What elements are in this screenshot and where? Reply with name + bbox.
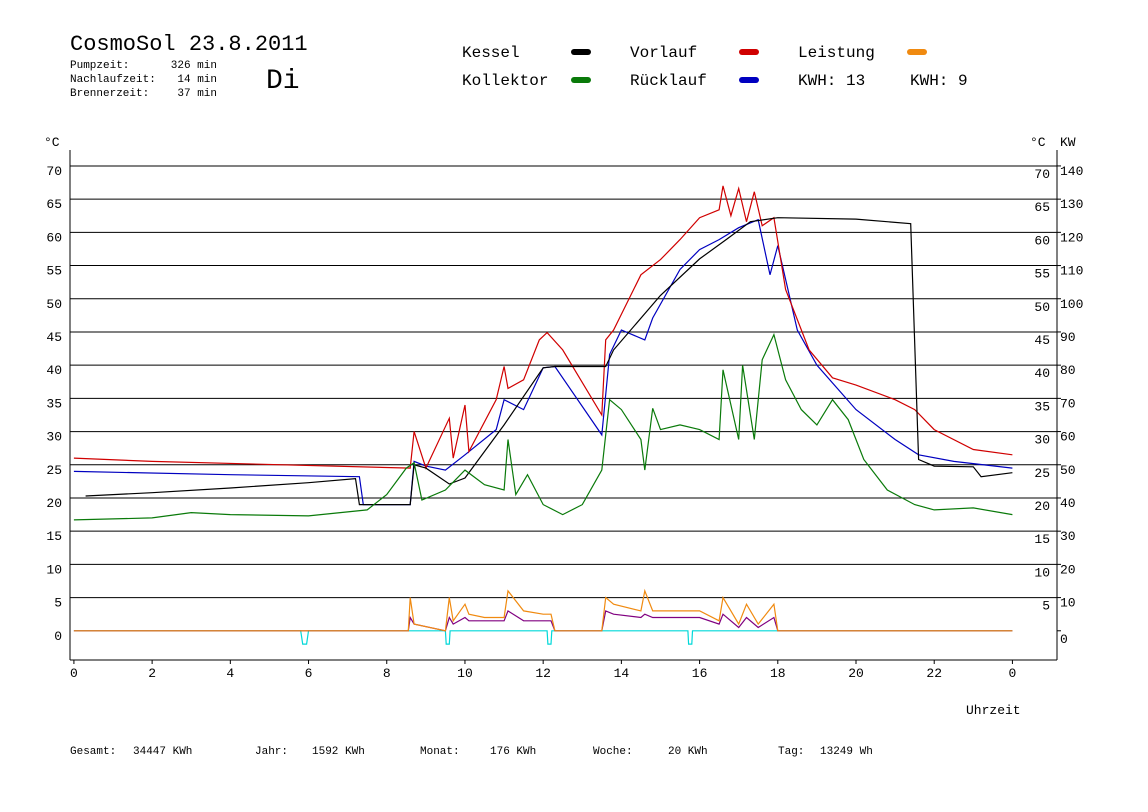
- stat-value: 13249 Wh: [820, 746, 873, 758]
- x-tick-label: 10: [457, 666, 473, 681]
- info-label: Brennerzeit:: [70, 88, 149, 100]
- y-tick-label-right: 70: [1034, 167, 1050, 182]
- y-tick-label: 60: [46, 230, 62, 245]
- y-tick-label-right: 45: [1034, 333, 1050, 348]
- annotation: KWH: 13: [798, 72, 865, 90]
- series-line: [73, 630, 1013, 645]
- y-tick-label-right: 15: [1034, 532, 1050, 547]
- stat-value: 176 KWh: [490, 746, 536, 758]
- y-tick-label: 45: [46, 330, 62, 345]
- stat-value: 34447 KWh: [133, 746, 192, 758]
- info-value: 326 min: [171, 60, 217, 72]
- y-tick-label-right: 40: [1034, 366, 1050, 381]
- y-tick-label: 5: [54, 596, 62, 611]
- y2-tick-label: 140: [1060, 164, 1083, 179]
- series-line: [73, 218, 1013, 506]
- y2-tick-label: 10: [1060, 596, 1076, 611]
- x-tick-label: 2: [148, 666, 156, 681]
- y2-tick-label: 40: [1060, 496, 1076, 511]
- y-tick-label: 25: [46, 463, 62, 478]
- weekday: Di: [266, 66, 300, 97]
- y2-tick-label: 50: [1060, 463, 1076, 478]
- y2-tick-label: 80: [1060, 363, 1076, 378]
- y2-tick-label: 70: [1060, 396, 1076, 411]
- y2-tick-label: 0: [1060, 632, 1068, 647]
- legend-label: Kollektor: [462, 72, 548, 90]
- series-line: [73, 185, 1013, 470]
- x-tick-label: 12: [535, 666, 551, 681]
- x-tick-label: 6: [305, 666, 313, 681]
- annotation: KWH: 9: [910, 72, 968, 90]
- x-tick-label: 14: [614, 666, 630, 681]
- info-value: 14 min: [177, 74, 217, 86]
- chart-title: CosmoSol 23.8.2011: [70, 32, 308, 57]
- y-tick-label-right: 35: [1034, 399, 1050, 414]
- x-tick-label: 4: [226, 666, 234, 681]
- y2-tick-label: 110: [1060, 264, 1083, 279]
- x-axis-label: Uhrzeit: [966, 703, 1021, 718]
- y-tick-label-right: 50: [1034, 300, 1050, 315]
- y-tick-label: 70: [46, 164, 62, 179]
- y2-tick-label: 90: [1060, 330, 1076, 345]
- y-axis-label-right: °C: [1030, 135, 1046, 150]
- y-tick-label-right: 5: [1042, 599, 1050, 614]
- y-tick-label: 35: [46, 396, 62, 411]
- y-tick-label-right: 30: [1034, 433, 1050, 448]
- y-tick-label: 10: [46, 562, 62, 577]
- y-tick-label: 55: [46, 264, 62, 279]
- y2-tick-label: 120: [1060, 230, 1083, 245]
- info-value: 37 min: [177, 88, 217, 100]
- y2-tick-label: 30: [1060, 529, 1076, 544]
- info-label: Nachlaufzeit:: [70, 74, 156, 86]
- y-tick-label: 40: [46, 363, 62, 378]
- y-tick-label: 50: [46, 297, 62, 312]
- x-tick-label: 22: [926, 666, 942, 681]
- y-tick-label: 0: [54, 629, 62, 644]
- info-label: Pumpzeit:: [70, 60, 129, 72]
- y-tick-label: 15: [46, 529, 62, 544]
- y2-tick-label: 130: [1060, 197, 1083, 212]
- x-tick-label: 16: [692, 666, 708, 681]
- series-line: [73, 332, 1013, 521]
- y-tick-label: 65: [46, 197, 62, 212]
- y-tick-label-right: 25: [1034, 466, 1050, 481]
- stat-label: Tag:: [778, 746, 804, 758]
- y-tick-label-right: 60: [1034, 233, 1050, 248]
- y-tick-label-right: 10: [1034, 565, 1050, 580]
- x-tick-label: 8: [383, 666, 391, 681]
- legend-label: Rücklauf: [630, 72, 707, 90]
- stat-label: Jahr:: [255, 746, 288, 758]
- series-line: [85, 217, 1013, 506]
- stat-label: Woche:: [593, 746, 633, 758]
- y-tick-label-right: 20: [1034, 499, 1050, 514]
- x-tick-label: 18: [770, 666, 786, 681]
- x-tick-label: 0: [1009, 666, 1017, 681]
- y-axis-label: °C: [44, 135, 60, 150]
- y2-tick-label: 100: [1060, 297, 1083, 312]
- y2-tick-label: 20: [1060, 562, 1076, 577]
- x-tick-label: 0: [70, 666, 78, 681]
- x-tick-label: 20: [848, 666, 864, 681]
- legend-label: Vorlauf: [630, 44, 697, 62]
- y-tick-label-right: 55: [1034, 267, 1050, 282]
- y2-tick-label: 60: [1060, 430, 1076, 445]
- y-tick-label-right: 65: [1034, 200, 1050, 215]
- legend-label: Kessel: [462, 44, 520, 62]
- y2-axis-label: KW: [1060, 135, 1076, 150]
- series-line: [73, 588, 1013, 632]
- stat-value: 20 KWh: [668, 746, 708, 758]
- stat-value: 1592 KWh: [312, 746, 365, 758]
- stat-label: Monat:: [420, 746, 460, 758]
- y-tick-label: 20: [46, 496, 62, 511]
- legend-label: Leistung: [798, 44, 875, 62]
- y-tick-label: 30: [46, 430, 62, 445]
- stat-label: Gesamt:: [70, 746, 116, 758]
